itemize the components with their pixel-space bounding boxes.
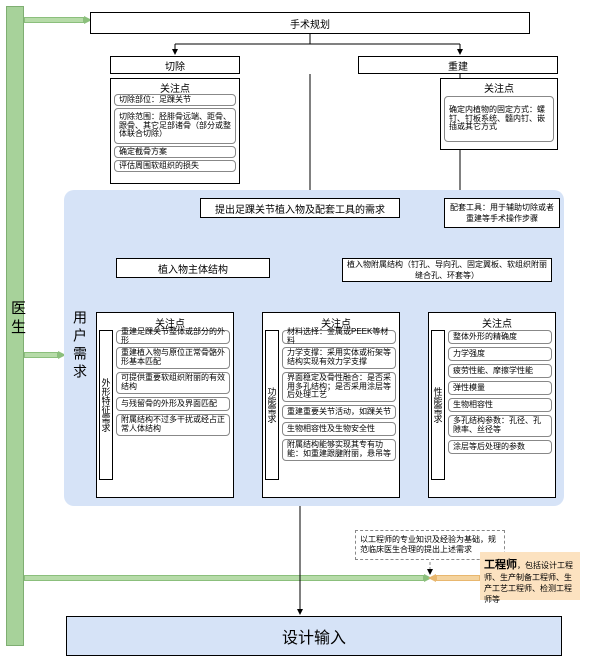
req-node: 提出足踝关节植入物及配套工具的需求 <box>200 198 400 218</box>
c3c: 疲劳性能、摩擦学性能 <box>448 364 552 378</box>
c2e: 生物相容性及生物安全性 <box>282 422 396 436</box>
tool-node: 配套工具：用于辅助切除或者重建等手术操作步骤 <box>444 198 560 228</box>
r4: 评估周围软组织的损失 <box>114 160 236 172</box>
c3b: 力学强度 <box>448 347 552 361</box>
col3-focus: 关注点 <box>442 315 552 330</box>
c1d: 与残留骨的外形及界面匹配 <box>116 397 230 411</box>
doctor-label: 医生 <box>7 300 28 338</box>
req-label: 提出足踝关节植入物及配套工具的需求 <box>215 201 385 216</box>
reconstruction-node: 重建 <box>358 56 558 74</box>
flowchart-canvas: 医生 <box>0 0 592 668</box>
r2: 切除范围：胫腓骨远端、距骨、跟骨、其它足部诸骨（部分或整体联合切除） <box>114 108 236 144</box>
col3-vbar: 性能需求 <box>431 330 445 480</box>
planning-node: 手术规划 <box>90 12 530 34</box>
c3e: 生物相容性 <box>448 398 552 412</box>
resection-node: 切除 <box>110 56 240 74</box>
tool-label: 配套工具：用于辅助切除或者重建等手术操作步骤 <box>447 202 557 224</box>
main-label: 植入物主体结构 <box>158 261 228 276</box>
aux-node: 植入物附属结构（钉孔、导向孔、固定翼板、软组织附丽缝合孔、环套等） <box>342 258 552 282</box>
c1b: 重建植入物与原位正常骨骼外形基本匹配 <box>116 347 230 369</box>
reconstruction-focus-title: 关注点 <box>440 80 558 95</box>
engineer-title: 工程师 <box>484 559 517 571</box>
col1-vbar: 外形特征需求 <box>99 330 113 480</box>
c3f: 多孔结构参数：孔径、孔隙率、丝径等 <box>448 415 552 437</box>
c3a: 整体外形的精确度 <box>448 330 552 344</box>
main-node: 植入物主体结构 <box>116 258 270 278</box>
user-needs-label: 用户需求 <box>70 310 90 382</box>
col2-vbar: 功能需求 <box>265 330 279 480</box>
resection-focus-title: 关注点 <box>110 80 240 95</box>
c2c: 界面稳定及骨性融合：是否采用多孔结构；是否采用涂层等后处理工艺 <box>282 372 396 402</box>
c2f: 附属结构能够实现其专有功能：如重建跟腱附丽，悬吊等 <box>282 439 396 461</box>
c3d: 弹性模量 <box>448 381 552 395</box>
rec1: 确定内植物的固定方式：螺钉、钉板系统、髓内钉、嵌插或其它方式 <box>444 96 554 142</box>
planning-label: 手术规划 <box>290 16 330 31</box>
engineer-box: 工程师，包括设计工程师、生产制备工程师、生产工艺工程师、检测工程师等 <box>480 552 580 600</box>
c1e: 附属结构不过多干扰或经占正常人体结构 <box>116 414 230 436</box>
c2b: 力学支撑：采用实体或桁架等结构实现有效力学支撑 <box>282 347 396 369</box>
c2d: 重建重要关节活动，如踝关节 <box>282 405 396 419</box>
r1: 切除部位：足踝关节 <box>114 94 236 106</box>
r3: 确定截骨方案 <box>114 146 236 158</box>
reconstruction-label: 重建 <box>448 58 468 73</box>
design-input-node: 设计输入 <box>66 616 562 656</box>
c2a: 材料选择：金属或PEEK等材料 <box>282 330 396 344</box>
design-input-label: 设计输入 <box>282 624 346 648</box>
c1c: 可提供重要软组织附丽的有效结构 <box>116 372 230 394</box>
c1a: 重建足踝关节整体或部分的外形 <box>116 330 230 344</box>
resection-label: 切除 <box>165 58 185 73</box>
aux-label: 植入物附属结构（钉孔、导向孔、固定翼板、软组织附丽缝合孔、环套等） <box>345 259 549 281</box>
c3g: 涂层等后处理的参数 <box>448 440 552 454</box>
